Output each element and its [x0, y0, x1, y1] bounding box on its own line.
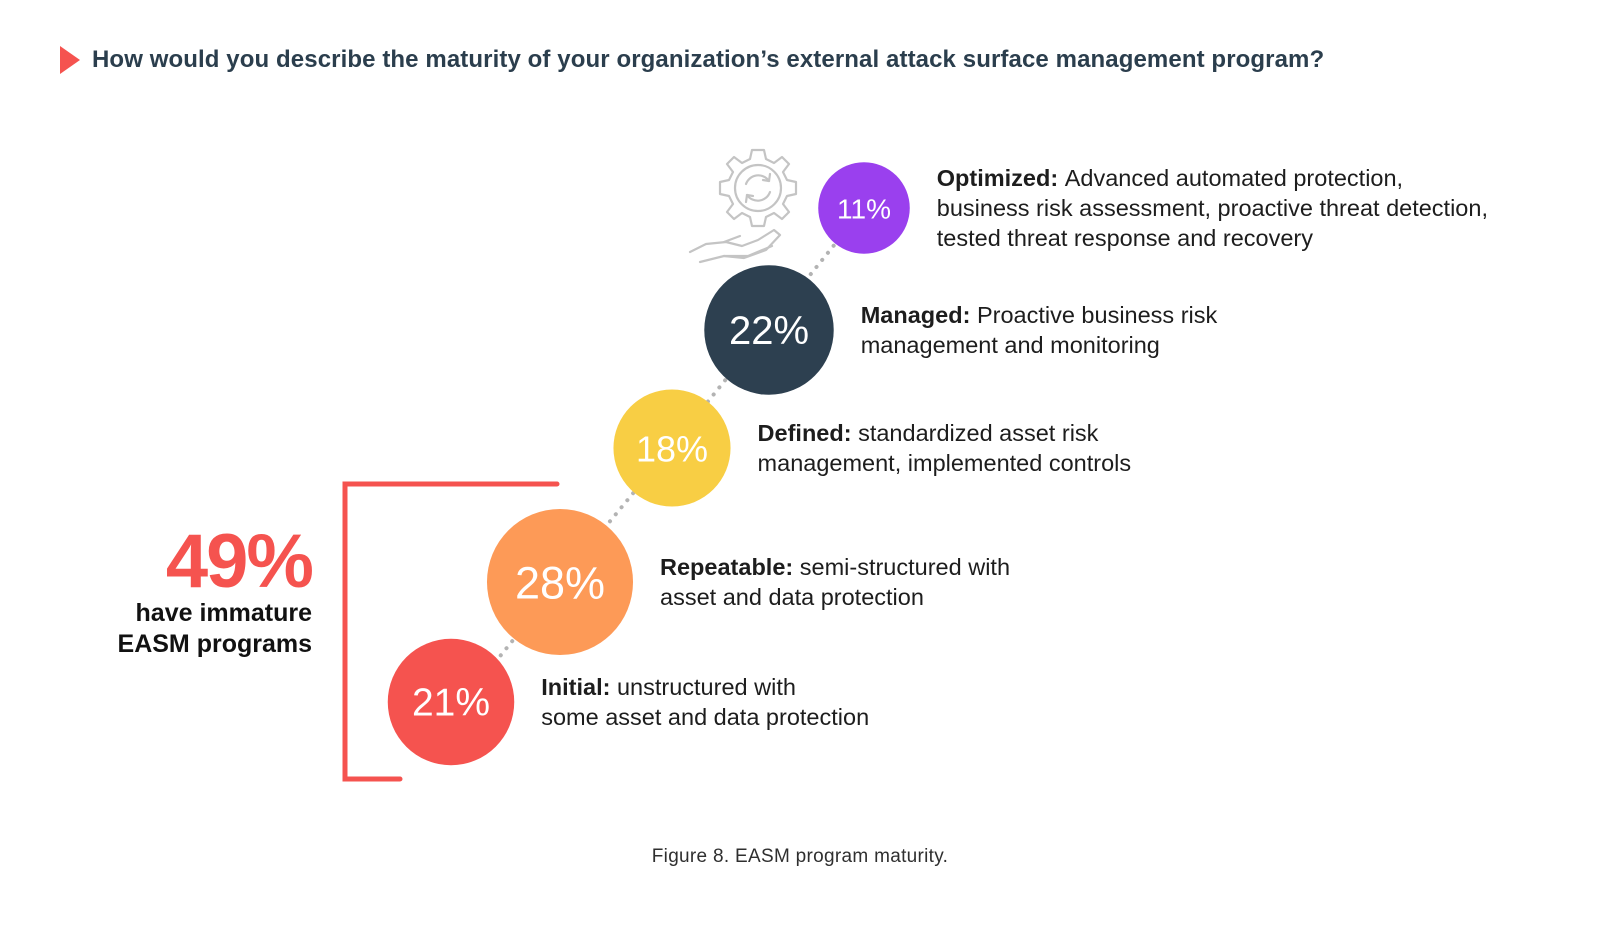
level-name: Managed: [860, 302, 977, 328]
level-description-initial: Initial: unstructured with some asset an… [541, 672, 869, 732]
level-text: unstructured with some asset and data pr… [541, 674, 870, 730]
level-description-repeatable: Repeatable: semi-structured with asset a… [660, 552, 1010, 612]
level-name: Optimized: [936, 165, 1065, 191]
level-description-defined: Defined: standardized asset risk managem… [758, 418, 1132, 478]
bubble-initial [387, 638, 515, 766]
gear-hand-icon [688, 148, 798, 264]
question-heading: How would you describe the maturity of y… [60, 46, 1324, 74]
title-arrow-icon [60, 46, 80, 74]
bubble-repeatable [486, 508, 634, 656]
level-name: Repeatable: [660, 554, 800, 580]
bubble-label-optimized: 11% [837, 194, 891, 225]
immature-bracket [342, 481, 560, 782]
bubble-managed [704, 265, 834, 395]
immature-percent: 49% [165, 519, 314, 604]
chart-title: How would you describe the maturity of y… [92, 46, 1325, 73]
bubble-label-initial: 21% [412, 682, 490, 725]
bubble-defined [613, 389, 731, 507]
level-text: Advanced automated protection, business … [936, 165, 1488, 251]
level-text: Proactive business risk management and m… [860, 302, 1218, 358]
level-description-managed: Managed: Proactive business risk managem… [861, 300, 1218, 360]
level-text: standardized asset risk management, impl… [757, 420, 1132, 476]
figure-caption: Figure 8. EASM program maturity. [651, 846, 949, 867]
bubble-label-defined: 18% [636, 429, 708, 470]
level-description-optimized: Optimized: Advanced automated protection… [937, 163, 1488, 253]
bubble-optimized [818, 162, 910, 254]
immature-label: have immature EASM programs [117, 599, 312, 658]
level-name: Initial: [541, 674, 617, 700]
bubble-label-repeatable: 28% [515, 558, 605, 609]
bubble-label-managed: 22% [729, 309, 809, 353]
level-text: semi-structured with asset and data prot… [660, 554, 1011, 610]
level-name: Defined: [757, 420, 859, 446]
